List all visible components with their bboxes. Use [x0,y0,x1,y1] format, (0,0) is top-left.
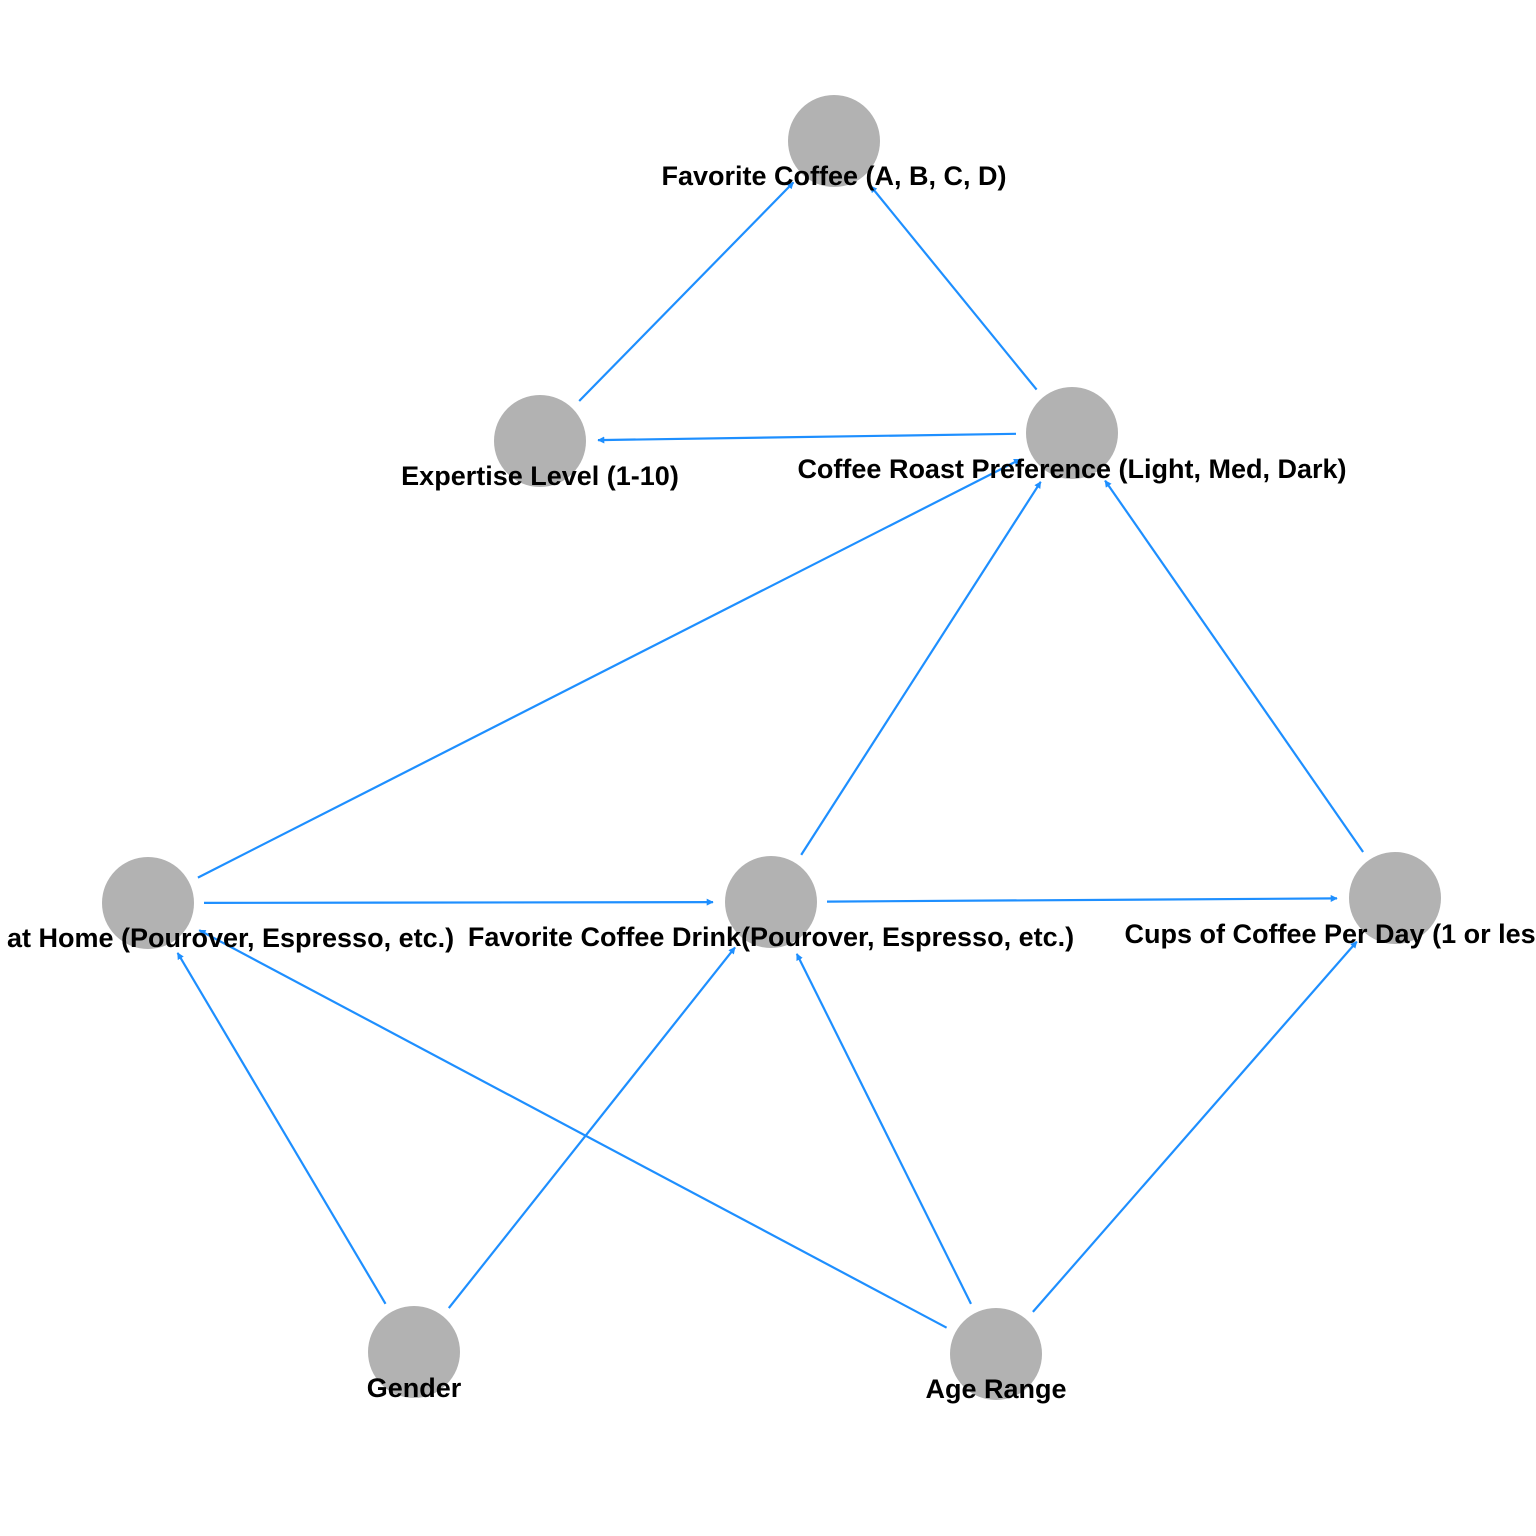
edge-age-to-drink [795,953,972,1305]
node-expertise[interactable] [494,395,586,487]
edge-roast-to-expertise [597,432,1017,444]
node-label-expertise: Expertise Level (1-10) [401,461,679,491]
node-age[interactable] [950,1308,1042,1400]
edges-layer [176,181,1365,1329]
edge-cups-to-roast [1104,479,1365,853]
edge-gender-to-drink [447,946,736,1309]
node-gender[interactable] [368,1306,460,1398]
edge-age-to-cups [1032,940,1358,1313]
node-label-favorite_coffee: Favorite Coffee (A, B, C, D) [661,161,1006,191]
node-label-drink: Favorite Coffee Drink(Pourover, Espresso… [468,922,1074,952]
edge-drink-to-cups [826,894,1338,903]
labels-layer: Favorite Coffee (A, B, C, D) Expertise Le… [0,161,1536,1404]
edge-brew_home-to-drink [203,898,714,906]
edge-brew_home-to-roast [197,458,1021,879]
node-label-gender: Gender [367,1373,462,1403]
node-drink[interactable] [725,856,817,948]
edge-roast-to-favorite_coffee [869,185,1038,391]
node-label-brew_home: Brew Coffee at Home (Pourover, Espresso,… [0,923,454,953]
node-label-cups: Cups of Coffee Per Day (1 or less, 2, 3,… [1125,919,1536,949]
node-label-roast: Coffee Roast Preference (Light, Med, Dar… [797,454,1346,484]
edge-drink-to-roast [800,481,1042,856]
node-brew_home[interactable] [102,857,194,949]
edge-gender-to-brew_home [176,952,387,1305]
node-label-age: Age Range [925,1374,1066,1404]
node-favorite_coffee[interactable] [788,95,880,187]
nodes-layer [102,95,1441,1400]
edge-expertise-to-favorite_coffee [578,181,795,402]
node-roast[interactable] [1026,387,1118,479]
edge-age-to-brew_home [198,929,948,1329]
node-cups[interactable] [1349,852,1441,944]
